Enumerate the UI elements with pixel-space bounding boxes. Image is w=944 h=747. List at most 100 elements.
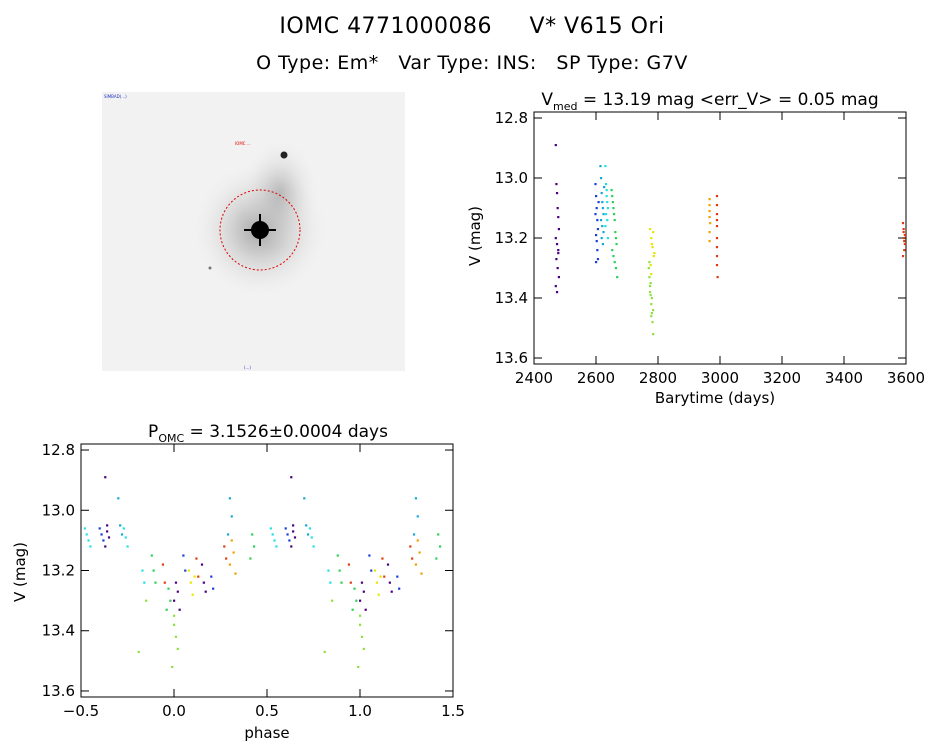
time-chart-data-point (610, 189, 613, 192)
time-chart-data-point (715, 255, 719, 258)
phase-chart-data-point (338, 569, 341, 572)
title-v-subscript: med (553, 100, 577, 113)
phase-chart-data-point (104, 545, 107, 548)
phase-chart-data-point (154, 581, 157, 584)
time-chart-data-point (555, 291, 559, 294)
time-chart-data-point (902, 231, 905, 234)
time-chart-data-point (651, 246, 654, 249)
phase-chart-data-point (173, 614, 176, 617)
title-rest: = 3.1526±0.0004 days (184, 422, 388, 442)
time-chart-data-point (556, 267, 559, 270)
time-chart-data-point (612, 207, 615, 210)
phase-chart-data-point (137, 650, 140, 654)
phase-chart-data-point (163, 581, 166, 584)
time-chart-ytick-label: 12.8 (495, 109, 528, 127)
phase-chart-data-point (331, 599, 334, 602)
phase-chart-data-point (381, 557, 384, 560)
field-star-2 (208, 266, 212, 270)
phase-chart-data-point (306, 533, 310, 536)
phase-chart-data-point (173, 623, 176, 626)
phase-chart-data-point (182, 554, 185, 557)
phase-chart-data-point (416, 539, 419, 542)
time-chart-data-point (599, 165, 602, 168)
phase-chart-data-point (178, 608, 181, 611)
time-chart-data-point (614, 231, 617, 234)
time-chart-xtick-label: 2600 (577, 369, 615, 387)
phase-chart-data-point (327, 569, 330, 572)
phase-chart-data-point (353, 587, 356, 590)
phase-chart-data-point (225, 557, 228, 560)
time-chart-data-point (612, 213, 616, 216)
phase-chart-data-point (174, 581, 178, 584)
phase-chart-data-point (161, 563, 165, 566)
phase-chart-data-point (340, 581, 343, 584)
phase-chart-data-point (411, 557, 414, 560)
time-chart-data-point (606, 201, 609, 204)
phase-chart-data-point (438, 545, 442, 548)
time-chart-data-point (652, 231, 655, 234)
time-chart-data-point (715, 204, 719, 207)
time-chart-data-point (715, 219, 719, 222)
phase-chart-data-point (200, 563, 204, 566)
time-chart-ytick-label: 13.4 (495, 289, 528, 307)
phase-chart-data-point (373, 569, 377, 572)
phase-chart-data-point (336, 554, 339, 557)
time-chart-data-point (600, 192, 603, 195)
phase-chart-data-point (117, 497, 120, 500)
time-chart-data-point (606, 219, 609, 222)
lightcurve-phase-xlabel: phase (244, 724, 289, 742)
phase-chart-data-point (412, 533, 416, 536)
phase-chart-ytick-label: 12.8 (42, 441, 75, 459)
time-chart-data-point (902, 228, 905, 231)
time-chart-data-point (601, 207, 605, 210)
phase-chart-data-point (98, 527, 101, 530)
time-chart-data-point (650, 273, 653, 276)
image-label-text: IOMC ... (235, 141, 251, 146)
phase-chart-data-point (107, 536, 111, 539)
sky-image-panel: SIMBAD(...) IOMC ... (...) (102, 92, 405, 371)
time-chart-xtick-label: 3200 (763, 369, 801, 387)
lightcurve-phase-ylabel: V (mag) (11, 542, 29, 602)
time-chart-data-point (652, 255, 655, 258)
phase-chart-data-point (271, 533, 274, 536)
phase-chart-data-point (202, 581, 205, 584)
sky-image: SIMBAD(...) IOMC ... (...) (102, 92, 405, 371)
time-chart-data-point (555, 258, 558, 261)
time-chart-data-point (613, 261, 616, 264)
time-chart-data-point (648, 285, 652, 288)
var-type-label: Var Type: (398, 52, 490, 74)
phase-chart-data-point (152, 569, 155, 572)
phase-chart-data-point (143, 581, 146, 584)
phase-chart-ytick-label: 13.2 (42, 562, 75, 580)
time-chart-data-point (648, 276, 651, 279)
phase-chart-data-point (435, 557, 438, 560)
phase-chart-data-point (398, 587, 401, 590)
phase-chart-data-point (305, 524, 308, 527)
time-chart-data-point (601, 225, 604, 228)
time-chart-data-point (595, 240, 598, 243)
phase-chart-data-point (359, 623, 362, 626)
time-chart-data-point (715, 195, 719, 198)
time-chart-data-point (708, 216, 711, 219)
phase-chart-data-point (226, 533, 230, 536)
phase-chart-data-point (416, 515, 419, 518)
time-chart-data-point (596, 249, 599, 252)
phase-chart-xtick-label: 0.0 (162, 702, 186, 720)
time-chart-data-point (596, 258, 600, 261)
time-chart-data-point (715, 225, 719, 228)
time-chart-data-point (599, 219, 603, 222)
phase-chart-data-point (189, 581, 192, 584)
phase-chart-axes-frame (80, 443, 454, 698)
phase-chart-data-point (184, 569, 187, 572)
lightcurve-time-title: Vmed = 13.19 mag <err_V> = 0.05 mag (541, 90, 878, 113)
time-chart-xtick-label: 3400 (825, 369, 863, 387)
time-chart-data-point (709, 222, 712, 225)
sp-type-value: G7V (646, 52, 688, 74)
time-chart-data-point (612, 255, 615, 258)
time-chart-data-point (611, 201, 614, 204)
time-chart-data-point (615, 243, 618, 246)
phase-chart-data-point (349, 581, 352, 584)
image-bottom-text: (...) (244, 365, 251, 370)
time-chart-data-point (650, 312, 653, 315)
phase-chart-data-point (120, 533, 124, 536)
